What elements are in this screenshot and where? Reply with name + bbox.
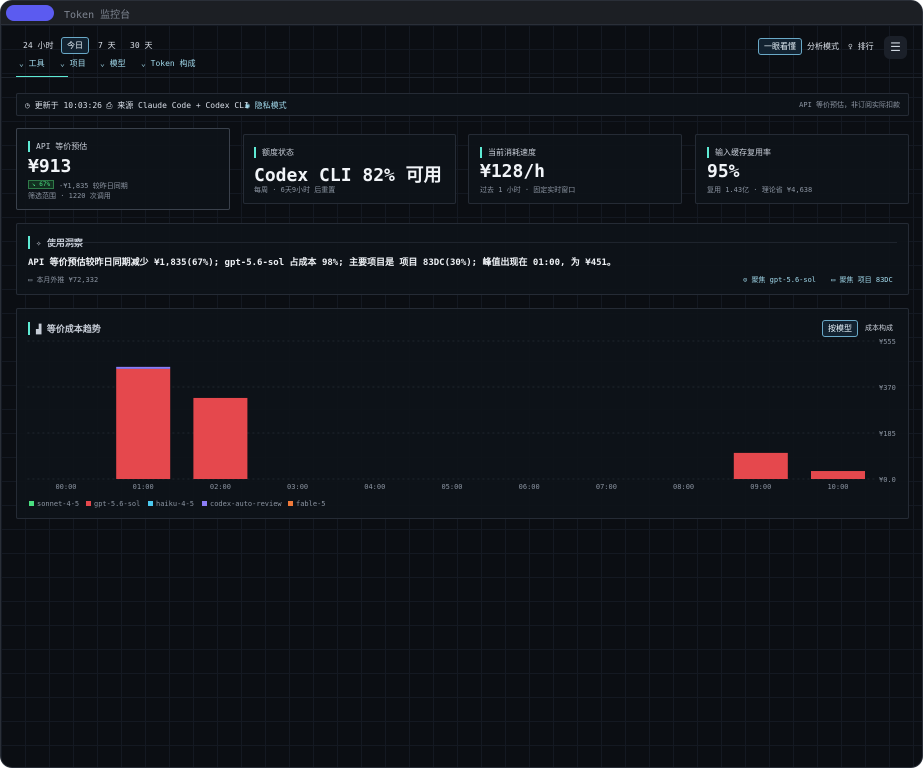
legend-label: fable-5 (296, 500, 326, 508)
card-sub: 筛选范围 · 1220 次调用 (28, 192, 111, 200)
ranking-label: 排行 (857, 42, 874, 51)
card-value: ¥128/h (480, 161, 546, 182)
y-tick-label: ¥0.0 (879, 476, 896, 484)
legend-label: haiku-4-5 (156, 500, 194, 508)
bar-segment (733, 452, 788, 479)
card-value: 95% (707, 161, 740, 182)
legend-swatch (148, 501, 153, 506)
x-tick-label: 05:00 (441, 483, 462, 491)
window-title: Token 监控台 (64, 10, 131, 21)
legend-swatch (29, 501, 34, 506)
x-tick-label: 07:00 (596, 483, 617, 491)
card-label: 额度状态 (254, 147, 294, 158)
ranking-button[interactable]: ♀ 排行 (848, 42, 874, 51)
filter-underline (16, 76, 68, 77)
divider (47, 242, 897, 243)
card: 额度状态 Codex CLI 82% 可用 每周 · 6天9小时 后重置 (243, 134, 456, 204)
status-text: 更新于 10:03:26 (34, 101, 102, 110)
bar-segment (811, 471, 865, 479)
mode-button[interactable]: 一眼看懂 (758, 38, 802, 55)
card: 输入缓存复用率 95% 复用 1.43亿 · 理论省 ¥4,638 (695, 134, 909, 204)
card-label: 当前消耗速度 (480, 147, 536, 158)
card-sub: 复用 1.43亿 · 理论省 ¥4,638 (707, 186, 813, 194)
range-tab[interactable]: 今日 (61, 37, 89, 54)
x-tick-label: 10:00 (827, 483, 848, 491)
filter-token[interactable]: ⌄ Token 构成 (141, 59, 196, 68)
legend-label: gpt-5.6-sol (94, 500, 140, 508)
card-sub: 过去 1 小时 · 固定实时窗口 (480, 186, 576, 194)
updated: ◷ 更新于 10:03:26 (25, 101, 102, 110)
legend-swatch (288, 501, 293, 506)
card-label: 输入缓存复用率 (707, 147, 771, 158)
card-label: API 等价预估 (28, 141, 87, 152)
filter-label: Token 构成 (150, 59, 196, 68)
range-tab[interactable]: 30 天 (130, 41, 153, 50)
chart: ¥0.0 ¥185 ¥370 ¥555 00:00 01:00 02:00 03:00 04:0… (27, 338, 896, 508)
legend-swatch (202, 501, 207, 506)
bar-segment (193, 397, 248, 479)
focus-link[interactable]: ▭ 聚焦 项目 83DC (831, 276, 893, 284)
legend-label: codex-auto-review (210, 500, 282, 508)
focus-link[interactable]: ⊙ 聚焦 gpt-5.6-sol (743, 276, 817, 284)
legend-swatch (86, 501, 91, 506)
x-tick-label: 02:00 (210, 483, 231, 491)
card-value: ¥913 (28, 156, 72, 177)
app-icon[interactable] (6, 5, 54, 21)
filter-label: 项目 (69, 59, 86, 68)
bar-segment (116, 368, 171, 479)
insights-title: ✧ 使用洞察 (28, 236, 83, 249)
separator (1, 77, 922, 78)
bar-segment (116, 366, 171, 369)
x-tick-label: 09:00 (750, 483, 771, 491)
card: 当前消耗速度 ¥128/h 过去 1 小时 · 固定实时窗口 (468, 134, 682, 204)
x-tick-label: 01:00 (133, 483, 154, 491)
x-tick-label: 03:00 (287, 483, 308, 491)
legend-label: sonnet-4-5 (37, 500, 79, 508)
y-tick-label: ¥370 (879, 384, 896, 392)
filter-project[interactable]: ⌄ 项目 (60, 59, 86, 68)
status-bar: ◷ 更新于 10:03:26 ⎙ 来源 Claude Code + Codex … (16, 93, 909, 116)
card-value: Codex CLI 82% 可用 (254, 165, 442, 186)
filter-model[interactable]: ⌄ 模型 (100, 59, 126, 68)
x-tick-label: 08:00 (673, 483, 694, 491)
menu-button[interactable]: ☰ (884, 36, 907, 59)
title-bar: Token 监控台 (1, 1, 922, 25)
forecast-text: 本月外推 ¥72,332 (36, 276, 99, 284)
range-tab[interactable]: 7 天 (98, 41, 116, 50)
focus-text: 聚焦 gpt-5.6-sol (751, 276, 817, 284)
status-text: 来源 Claude Code + Codex CLI (117, 101, 249, 110)
focus-text: 聚焦 项目 83DC (839, 276, 893, 284)
y-tick-label: ¥555 (879, 338, 896, 346)
card-sub: 每周 · 6天9小时 后重置 (254, 186, 336, 194)
range-tab[interactable]: 24 小时 (23, 41, 54, 50)
x-tick-label: 00:00 (55, 483, 76, 491)
card-badge: ↘ 67% (28, 180, 55, 189)
x-tick-label: 04:00 (364, 483, 385, 491)
chart-toggle[interactable]: 成本构成 (865, 324, 893, 332)
filter-tool[interactable]: ⌄ 工具 (19, 59, 45, 68)
card: API 等价预估 ¥913 ↘ 67% -¥1,835 较昨日同期 筛选范围 ·… (16, 128, 230, 210)
y-tick-label: ¥185 (879, 430, 896, 438)
forecast: ▭ 本月外推 ¥72,332 (28, 276, 99, 284)
chart-title-wrap: ▟ 等价成本趋势 (28, 322, 101, 335)
filter-label: 模型 (109, 59, 126, 68)
panel-title: 使用洞察 (46, 239, 83, 249)
chart-title: 等价成本趋势 (46, 325, 101, 335)
privacy-toggle[interactable]: ◉ 隐私模式 (245, 101, 287, 110)
status-text: 隐私模式 (254, 101, 287, 110)
card-delta: -¥1,835 较昨日同期 (59, 182, 128, 190)
insights-panel: ✧ 使用洞察 API 等价预估较昨日同期减少 ¥1,835(67%); gpt-… (16, 223, 909, 295)
insights-text: API 等价预估较昨日同期减少 ¥1,835(67%); gpt-5.6-sol… (28, 258, 616, 268)
x-tick-label: 06:00 (519, 483, 540, 491)
badge-text: 67% (39, 181, 51, 188)
mode-button[interactable]: 分析模式 (807, 42, 839, 51)
chart-toggle[interactable]: 按模型 (822, 320, 858, 337)
filter-label: 工具 (28, 59, 45, 68)
status-note: API 等价预估，非订阅实际扣款 (799, 101, 900, 109)
source: ⎙ 来源 Claude Code + Codex CLI (106, 101, 249, 110)
